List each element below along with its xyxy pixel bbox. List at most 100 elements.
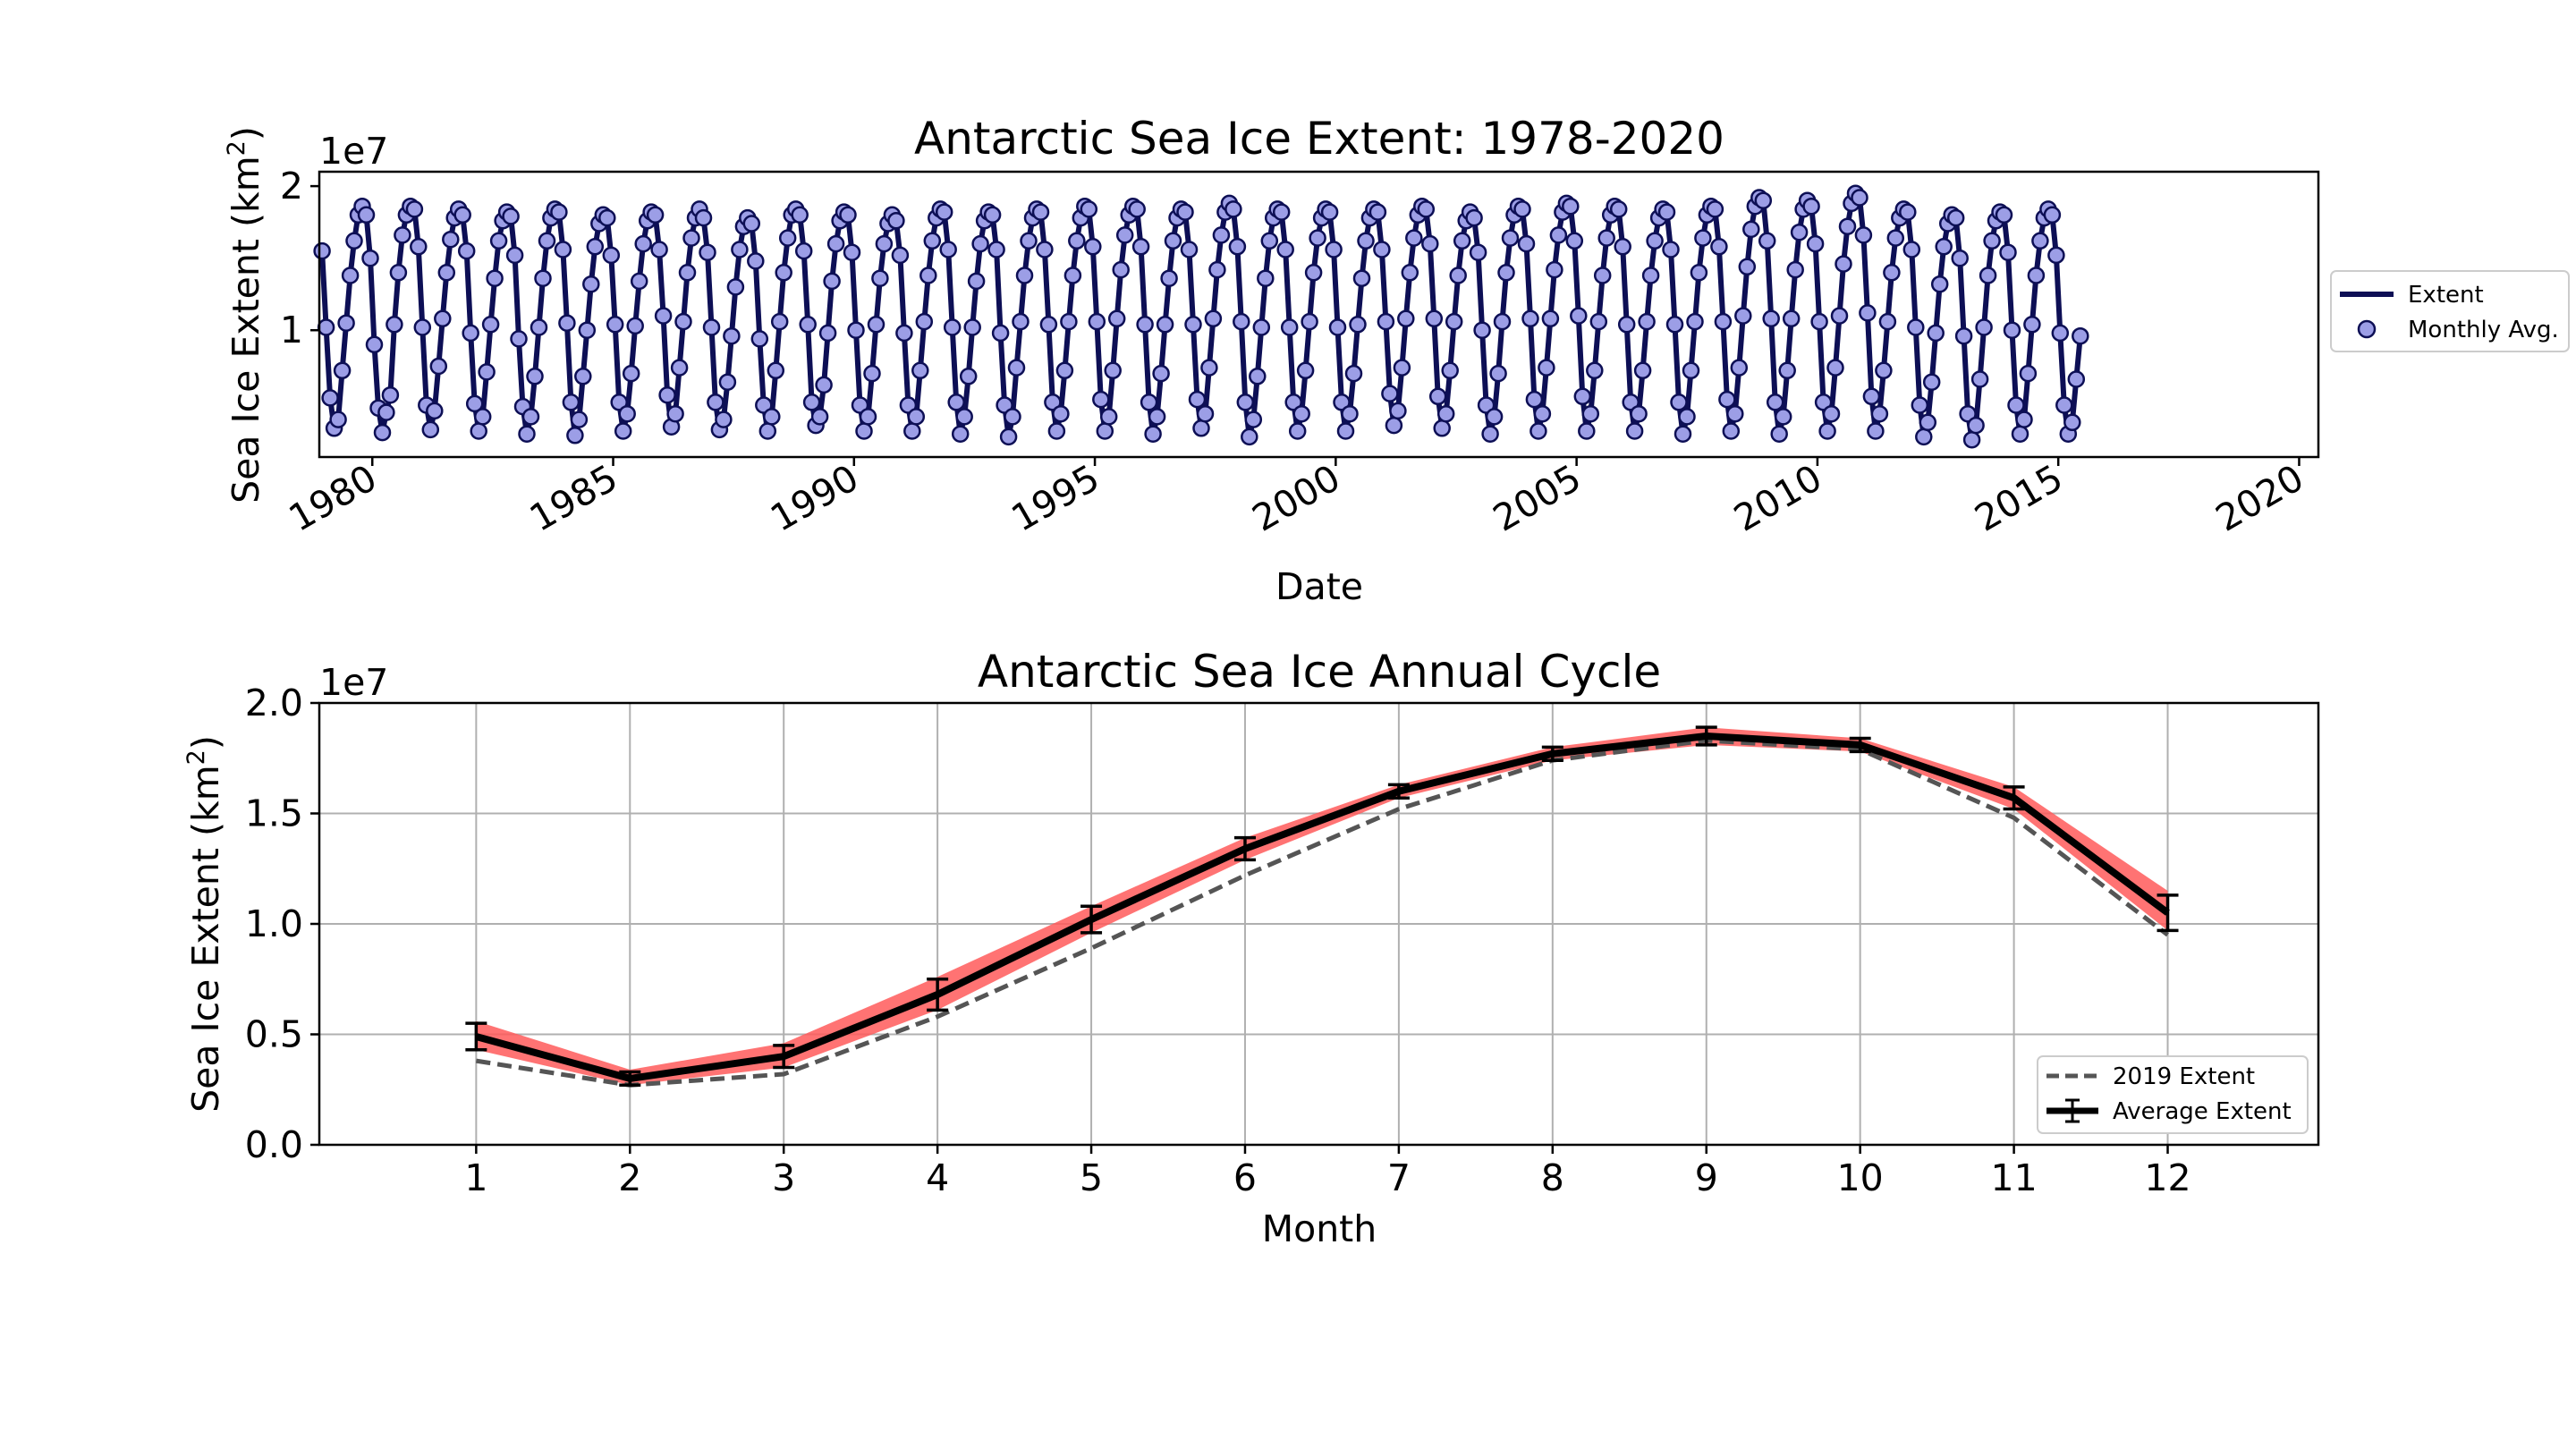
monthly-avg-point bbox=[1036, 241, 1054, 258]
monthly-avg-point bbox=[658, 385, 676, 404]
monthly-avg-point bbox=[538, 232, 556, 250]
monthly-avg-point bbox=[943, 318, 962, 336]
monthly-avg-point bbox=[2055, 396, 2073, 414]
monthly-avg-point bbox=[1530, 422, 1547, 440]
monthly-avg-point bbox=[1244, 411, 1263, 428]
monthly-avg-point bbox=[481, 316, 500, 334]
monthly-avg-point bbox=[566, 427, 584, 445]
chart2-legend-avg-label: Average Extent bbox=[2113, 1098, 2292, 1125]
monthly-avg-point bbox=[1140, 394, 1158, 411]
monthly-avg-point bbox=[983, 206, 1002, 224]
monthly-avg-point bbox=[1099, 408, 1118, 426]
monthly-avg-point bbox=[1196, 404, 1215, 423]
monthly-avg-point bbox=[598, 208, 616, 227]
monthly-avg-point bbox=[1927, 324, 1945, 343]
monthly-avg-point bbox=[1946, 208, 1965, 227]
monthly-avg-point bbox=[707, 394, 724, 411]
monthly-avg-point bbox=[1975, 318, 1993, 336]
monthly-avg-point bbox=[2047, 246, 2065, 265]
chart1-y-tick-label: 2 bbox=[280, 165, 303, 207]
monthly-avg-point bbox=[1859, 304, 1877, 322]
monthly-avg-point bbox=[521, 408, 540, 426]
monthly-avg-point bbox=[810, 408, 829, 426]
monthly-avg-point bbox=[389, 264, 408, 282]
monthly-avg-point bbox=[1272, 203, 1291, 221]
monthly-avg-point bbox=[1979, 267, 1997, 284]
monthly-avg-point bbox=[1586, 361, 1604, 380]
monthly-avg-point bbox=[1188, 390, 1207, 409]
monthly-avg-point bbox=[373, 423, 392, 442]
monthly-avg-point bbox=[1465, 208, 1483, 227]
monthly-avg-point bbox=[1726, 404, 1744, 423]
monthly-avg-point bbox=[1445, 312, 1463, 331]
monthly-avg-point bbox=[1160, 269, 1178, 287]
monthly-avg-point bbox=[1954, 326, 1973, 345]
monthly-avg-point bbox=[1176, 203, 1194, 221]
monthly-avg-point bbox=[1180, 241, 1199, 258]
monthly-avg-point bbox=[674, 312, 692, 331]
monthly-avg-point bbox=[313, 241, 331, 260]
monthly-avg-point bbox=[694, 208, 713, 227]
monthly-avg-point bbox=[534, 269, 552, 287]
monthly-avg-point bbox=[1341, 404, 1359, 423]
monthly-avg-point bbox=[1068, 232, 1086, 250]
monthly-avg-point bbox=[731, 241, 749, 258]
monthly-avg-point bbox=[1967, 416, 1985, 435]
monthly-avg-point bbox=[1774, 408, 1792, 426]
monthly-avg-point bbox=[2063, 413, 2081, 432]
monthly-avg-point bbox=[578, 321, 597, 339]
monthly-avg-point bbox=[630, 272, 648, 291]
chart2-x-tick-label: 3 bbox=[772, 1156, 795, 1199]
monthly-avg-point bbox=[670, 359, 689, 377]
monthly-avg-point bbox=[550, 203, 568, 221]
monthly-avg-point bbox=[1589, 312, 1608, 331]
monthly-avg-point bbox=[405, 200, 424, 218]
monthly-avg-point bbox=[999, 428, 1018, 446]
monthly-avg-point bbox=[1088, 312, 1106, 331]
monthly-avg-point bbox=[1208, 260, 1226, 279]
monthly-avg-point bbox=[1870, 404, 1889, 423]
monthly-avg-point bbox=[1301, 312, 1318, 331]
monthly-avg-point bbox=[1674, 425, 1692, 443]
chart1-x-axis-label: Date bbox=[1275, 565, 1363, 608]
monthly-avg-point bbox=[678, 264, 697, 282]
monthly-avg-point bbox=[715, 411, 733, 428]
monthly-avg-point bbox=[2027, 267, 2046, 284]
monthly-avg-point bbox=[473, 408, 492, 426]
monthly-avg-point bbox=[1485, 408, 1504, 426]
monthly-avg-point bbox=[1421, 234, 1439, 253]
monthly-avg-point bbox=[1473, 321, 1491, 339]
monthly-avg-point bbox=[1115, 226, 1134, 244]
monthly-avg-point bbox=[1092, 390, 1110, 409]
monthly-avg-point bbox=[987, 241, 1005, 258]
monthly-avg-point bbox=[434, 309, 452, 328]
chart2-y-tick-label: 0.5 bbox=[245, 1013, 303, 1056]
monthly-avg-point bbox=[1241, 428, 1258, 446]
monthly-avg-point bbox=[1742, 220, 1760, 239]
monthly-avg-point bbox=[1304, 264, 1323, 282]
monthly-avg-point bbox=[357, 206, 376, 224]
chart2-x-tick-label: 2 bbox=[618, 1156, 641, 1199]
monthly-avg-point bbox=[666, 404, 684, 423]
monthly-avg-point bbox=[1525, 390, 1544, 409]
monthly-avg-point bbox=[1790, 223, 1809, 241]
monthly-avg-point bbox=[863, 364, 881, 383]
monthly-avg-point bbox=[1734, 307, 1752, 325]
monthly-avg-point bbox=[470, 422, 487, 440]
monthly-avg-point bbox=[955, 408, 973, 426]
monthly-avg-point bbox=[626, 317, 644, 335]
monthly-avg-point bbox=[478, 363, 496, 381]
monthly-avg-point bbox=[510, 330, 528, 348]
monthly-avg-point bbox=[959, 368, 978, 385]
monthly-avg-point bbox=[1236, 394, 1255, 411]
chart2-x-tick-label: 11 bbox=[1991, 1156, 2038, 1199]
monthly-avg-point bbox=[1425, 309, 1444, 328]
monthly-avg-point bbox=[377, 403, 395, 421]
monthly-avg-point bbox=[742, 215, 761, 233]
chart1-y-label-sup: 2 bbox=[223, 140, 250, 156]
chart1-legend: Extent Monthly Avg. bbox=[2330, 270, 2570, 352]
monthly-avg-point bbox=[361, 249, 379, 267]
monthly-avg-point bbox=[1381, 385, 1399, 402]
monthly-avg-point bbox=[2043, 206, 2062, 224]
chart2-y-label-main: Sea Ice Extent (km bbox=[184, 765, 227, 1113]
